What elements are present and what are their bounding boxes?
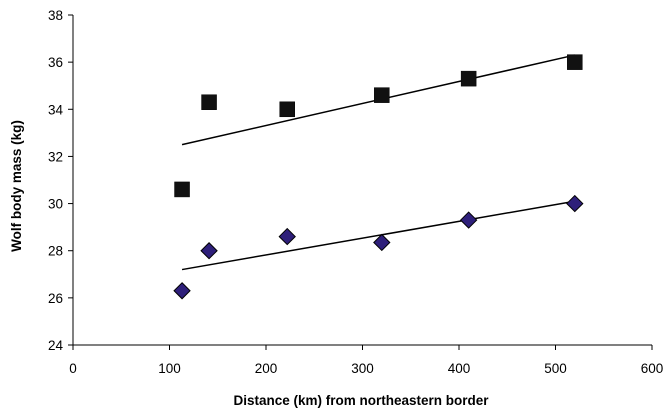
axes	[68, 14, 653, 350]
square-marker	[279, 101, 295, 118]
x-tick-label: 600	[641, 361, 664, 376]
diamond-marker	[459, 211, 478, 229]
square-marker	[374, 87, 390, 103]
y-tick-label: 30	[48, 197, 63, 212]
data-points	[173, 54, 584, 300]
y-tick-label: 38	[48, 8, 63, 23]
diamond-marker	[200, 242, 218, 260]
diamond-marker	[566, 194, 584, 213]
diamond-marker	[278, 227, 296, 246]
square-marker	[201, 94, 217, 110]
x-tick-label: 300	[351, 361, 374, 376]
x-tick-label: 100	[158, 361, 181, 376]
x-tick-label: 500	[544, 361, 567, 376]
y-tick-label: 28	[48, 244, 63, 259]
x-tick-label: 200	[255, 361, 278, 376]
diamond-marker	[373, 233, 391, 252]
y-tick-label: 36	[48, 55, 63, 70]
diamond-marker	[173, 282, 191, 300]
y-tick-label: 26	[48, 291, 63, 306]
y-tick-label: 24	[48, 338, 64, 353]
square-marker	[460, 70, 477, 87]
y-tick-label: 32	[48, 149, 63, 164]
x-tick-label: 400	[448, 361, 471, 376]
square-marker	[567, 54, 583, 70]
trendline-series-2	[181, 200, 575, 271]
y-tick-label: 34	[48, 102, 64, 117]
y-axis-title: Wolf body mass (kg)	[9, 120, 24, 252]
x-tick-label: 0	[69, 361, 77, 376]
x-axis-title: Distance (km) from northeastern border	[233, 393, 489, 408]
square-marker	[174, 181, 190, 198]
tick-labels: 24 26 28 30 32 34 36 38 0 100 200 300 400 500 600	[48, 8, 663, 376]
